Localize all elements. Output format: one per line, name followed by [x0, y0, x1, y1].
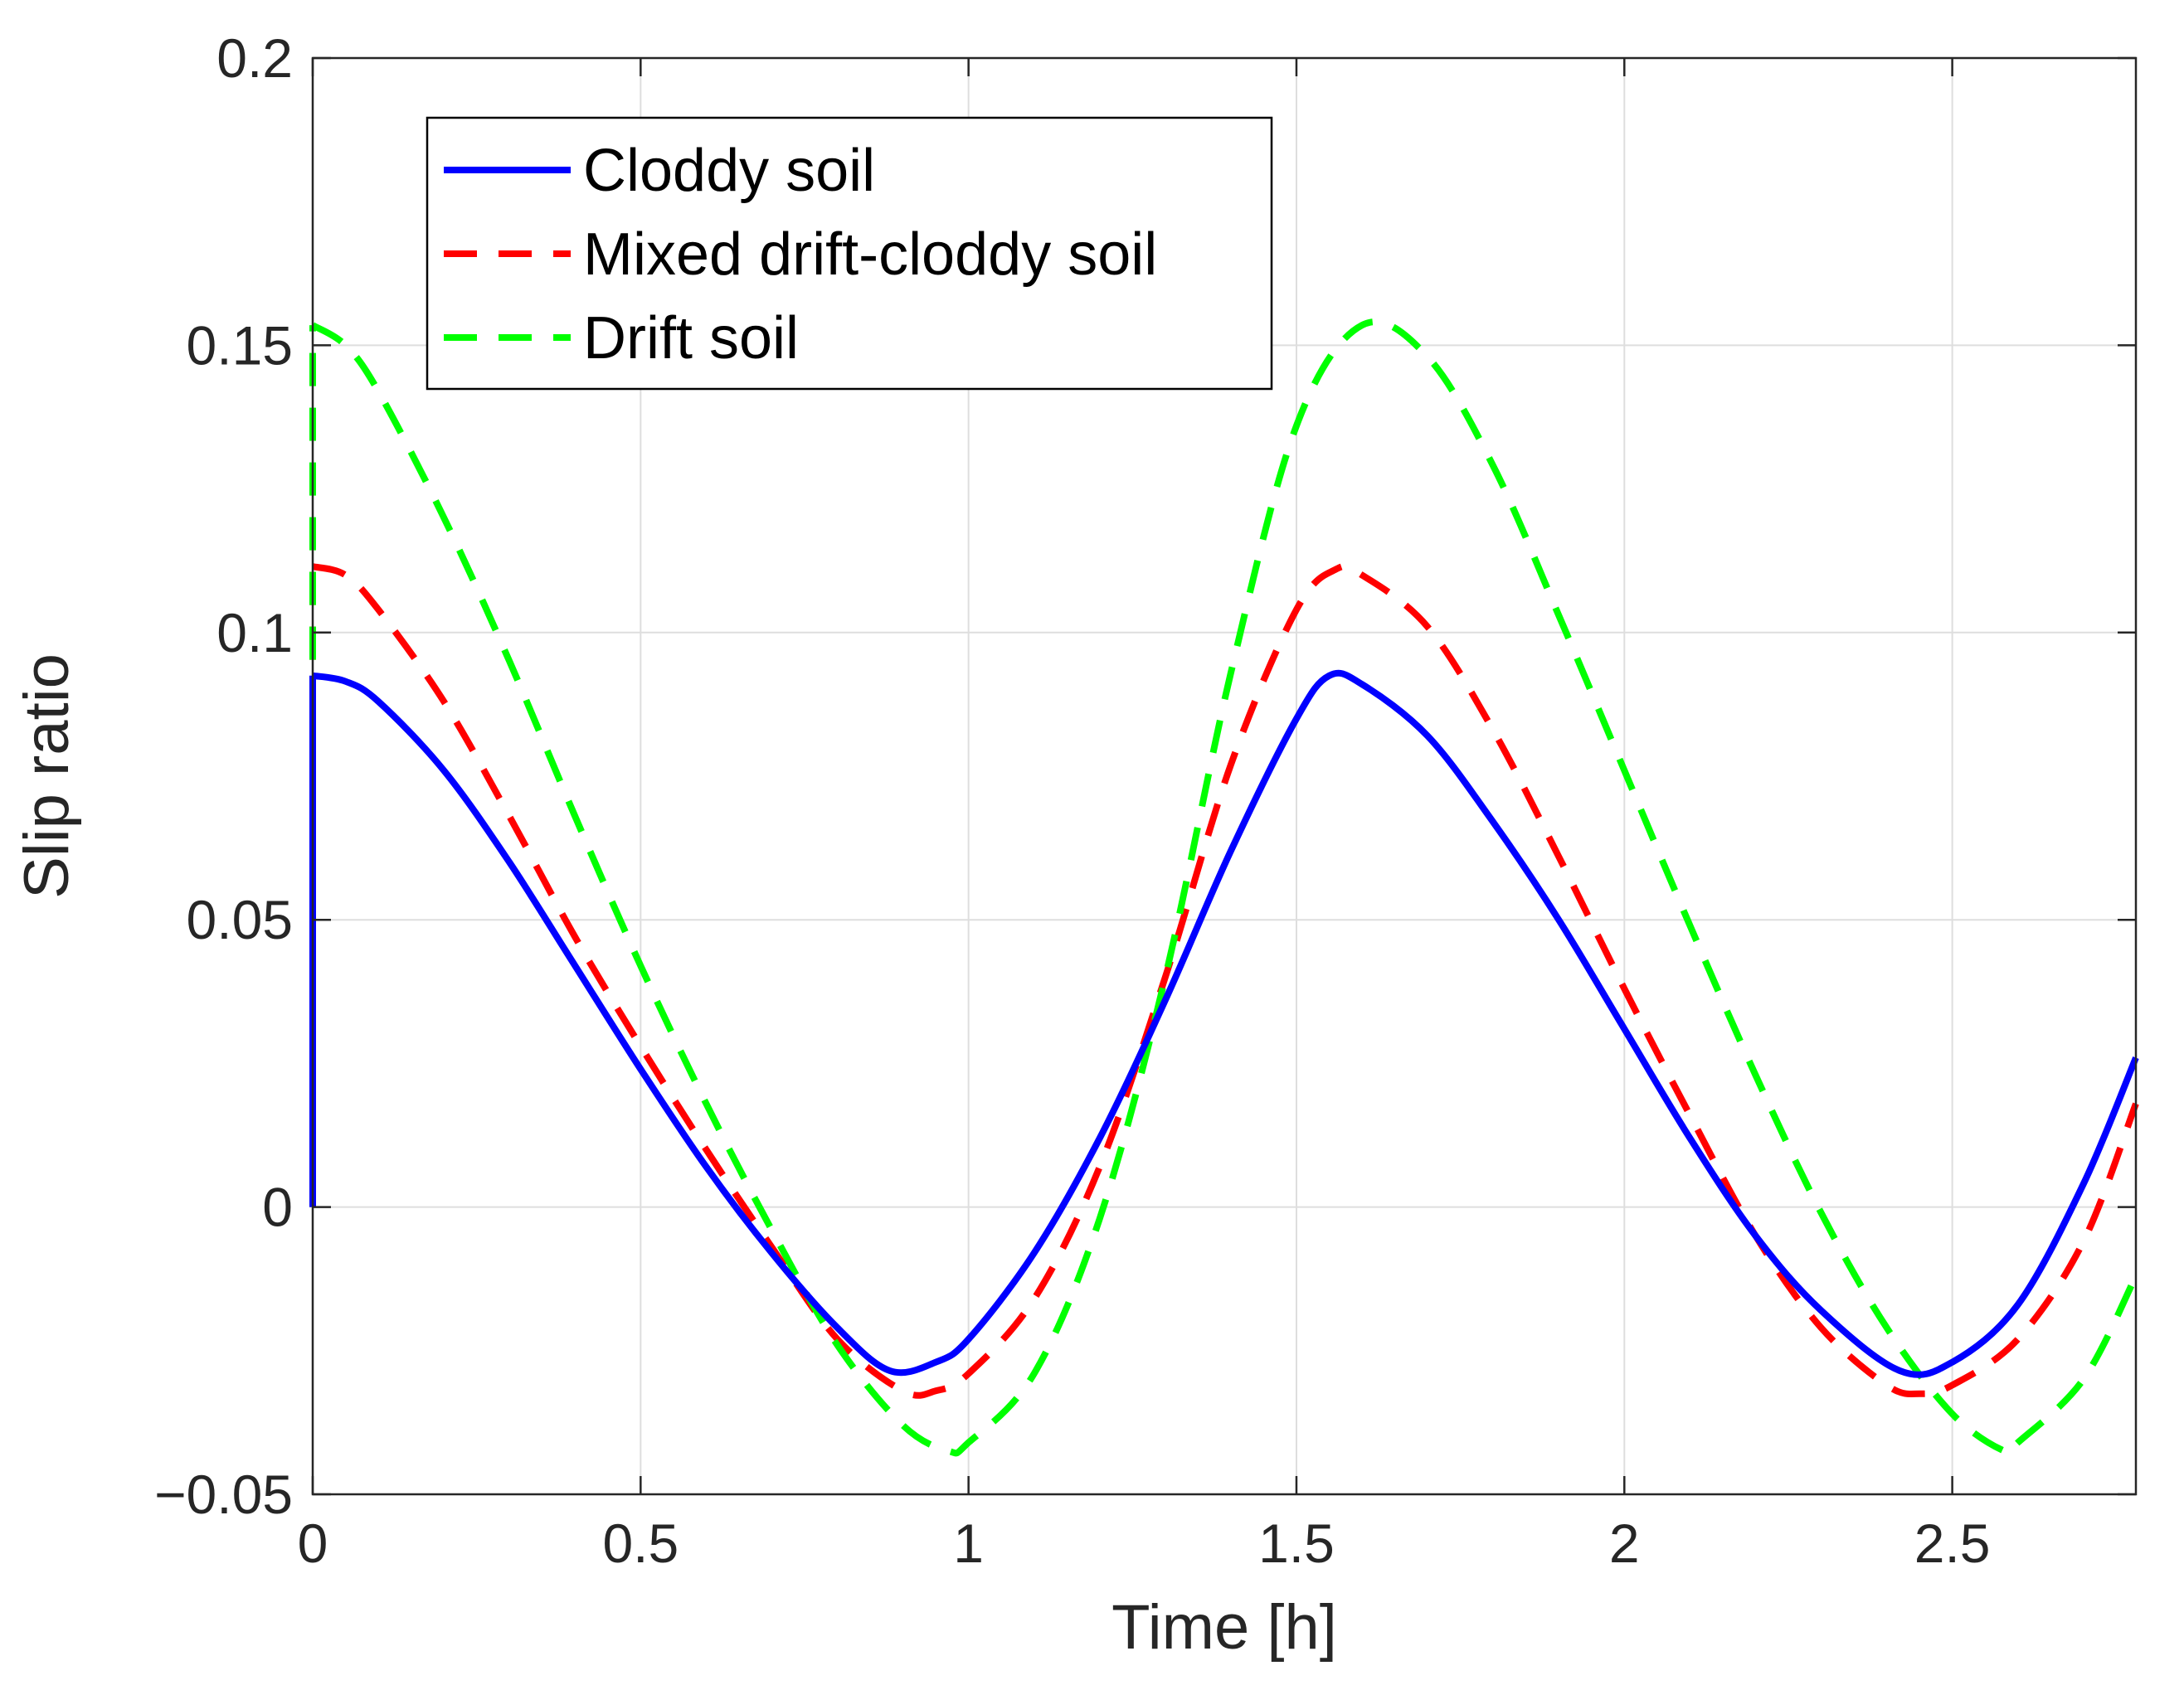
x-tick-label: 2: [1609, 1513, 1640, 1574]
y-tick-label: 0: [262, 1177, 293, 1238]
axes-box: [311, 56, 2138, 1496]
legend-label-drift-soil: Drift soil: [583, 305, 799, 372]
x-tick-label: 1.5: [1258, 1513, 1335, 1574]
legend-entries: Cloddy soil Mixed drift-cloddy soil Drift …: [444, 138, 1157, 372]
legend-label-mixed-drift-cloddy-soil: Mixed drift-cloddy soil: [583, 221, 1157, 288]
x-tick-label: 0: [298, 1513, 328, 1574]
x-tick-label: 0.5: [602, 1513, 679, 1574]
y-tick-label: 0.2: [216, 27, 293, 89]
x-tick-label: 1: [953, 1513, 984, 1574]
x-axis-title: Time [h]: [1111, 1592, 1337, 1663]
y-tick-label: 0.1: [216, 602, 293, 663]
y-tick-label: 0.15: [187, 314, 293, 376]
series-line-mixed-drift-cloddy-soil: [311, 562, 2139, 1399]
legend: Cloddy soil Mixed drift-cloddy soil Drift …: [426, 116, 1273, 391]
legend-label-cloddy-soil: Cloddy soil: [583, 138, 875, 204]
series-line-cloddy-soil: [312, 669, 2139, 1378]
y-axis-title: Slip ratio: [12, 653, 82, 899]
y-tick-label: −0.05: [154, 1464, 293, 1525]
series-line-drift-soil: [310, 318, 2139, 1458]
x-tick-label: 2.5: [1914, 1513, 1991, 1574]
y-tick-label: 0.05: [187, 889, 293, 950]
